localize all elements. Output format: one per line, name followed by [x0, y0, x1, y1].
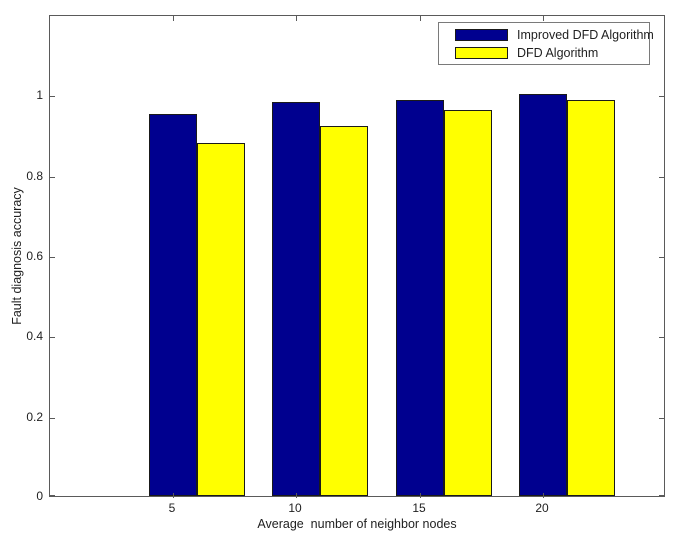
y-tick-label-0.8: 0.8: [26, 169, 43, 183]
bar-improved-dfd-x20: [519, 94, 567, 496]
x-tick-top-5: [173, 16, 174, 21]
x-axis-label: Average number of neighbor nodes: [257, 517, 457, 531]
y-tick-right-0: [659, 495, 664, 496]
x-tick-top-15: [420, 16, 421, 21]
legend: Improved DFD Algorithm DFD Algorithm: [438, 22, 654, 65]
y-tick-right-0.2: [659, 418, 664, 419]
x-tick-bottom-10: [296, 493, 297, 498]
plot-area: [49, 15, 665, 498]
bar-dfd-x10: [320, 126, 368, 496]
y-tick-right-0.8: [659, 177, 664, 178]
bar-dfd-x5: [197, 143, 245, 496]
y-tick-left-0.4: [50, 337, 55, 338]
legend-label-improved-dfd: Improved DFD Algorithm: [517, 27, 654, 42]
y-tick-label-0: 0: [36, 489, 43, 503]
x-tick-bottom-15: [420, 493, 421, 498]
legend-swatch-dfd: [455, 46, 508, 59]
bar-dfd-x20: [567, 100, 615, 496]
bar-improved-dfd-x15: [396, 100, 444, 496]
legend-entry-improved-dfd: Improved DFD Algorithm: [455, 27, 654, 42]
legend-swatch-improved-dfd: [455, 28, 508, 41]
x-tick-bottom-20: [543, 493, 544, 498]
legend-entry-dfd: DFD Algorithm: [455, 45, 643, 60]
legend-label-dfd: DFD Algorithm: [517, 45, 599, 60]
x-tick-label-15: 15: [412, 501, 426, 515]
y-tick-right-0.4: [659, 337, 664, 338]
y-tick-left-0.6: [50, 257, 55, 258]
y-tick-right-1: [659, 96, 664, 97]
y-tick-label-0.2: 0.2: [26, 410, 43, 424]
y-tick-label-0.6: 0.6: [26, 249, 43, 263]
y-tick-label-0.4: 0.4: [26, 329, 43, 343]
y-tick-left-0.8: [50, 177, 55, 178]
x-tick-label-10: 10: [288, 501, 302, 515]
y-tick-left-0.2: [50, 418, 55, 419]
bar-improved-dfd-x10: [272, 102, 320, 496]
y-tick-left-0: [50, 495, 55, 496]
x-tick-top-20: [543, 16, 544, 21]
bar-improved-dfd-x5: [149, 114, 197, 496]
x-tick-label-5: 5: [168, 501, 176, 515]
x-tick-bottom-5: [173, 493, 174, 498]
x-tick-label-20: 20: [535, 501, 549, 515]
bar-dfd-x15: [444, 110, 492, 496]
y-tick-label-1: 1: [36, 88, 43, 102]
x-tick-top-10: [296, 16, 297, 21]
y-tick-right-0.6: [659, 257, 664, 258]
y-tick-left-1: [50, 96, 55, 97]
